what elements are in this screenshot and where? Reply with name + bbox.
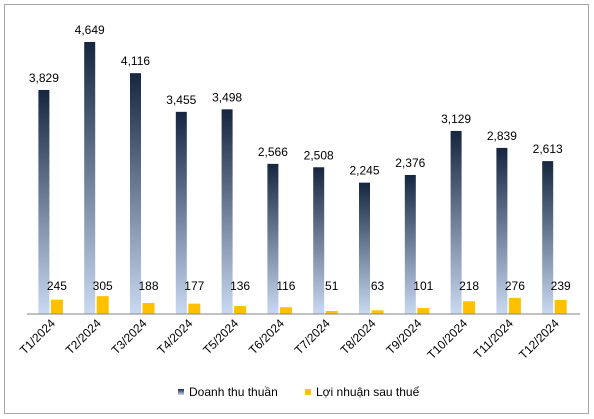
x-tick-label: T9/2024 xyxy=(383,316,424,357)
revenue-bar xyxy=(130,73,141,314)
revenue-data-label: 2,508 xyxy=(304,148,334,162)
profit-bar xyxy=(554,300,567,314)
legend: Doanh thu thuần Lợi nhuận sau thuế xyxy=(178,385,420,399)
profit-data-label: 239 xyxy=(551,279,571,293)
profit-bar xyxy=(142,303,155,314)
legend-label-profit: Lợi nhuận sau thuế xyxy=(316,385,420,399)
chart-frame xyxy=(4,4,589,414)
profit-data-label: 136 xyxy=(230,279,250,293)
x-tick-label: T5/2024 xyxy=(200,316,241,357)
profit-bar xyxy=(325,311,338,314)
x-tick-label: T8/2024 xyxy=(338,316,379,357)
bars-layer: 3,829 245 4,649 305 4,116 188 3,455 177 3,498 136… xyxy=(29,23,571,315)
x-tick-label: T10/2024 xyxy=(424,316,470,362)
x-tick-label: T1/2024 xyxy=(17,316,58,357)
x-tick-label: T4/2024 xyxy=(154,316,195,357)
revenue-data-label: 4,649 xyxy=(75,23,105,37)
profit-bar xyxy=(463,301,476,314)
legend-swatch-revenue xyxy=(178,389,184,395)
revenue-data-label: 2,566 xyxy=(258,145,288,159)
revenue-data-label: 2,613 xyxy=(533,142,563,156)
profit-data-label: 51 xyxy=(325,279,339,293)
profit-data-label: 276 xyxy=(505,279,525,293)
profit-bar xyxy=(50,299,63,314)
profit-bar xyxy=(96,296,109,314)
revenue-bar xyxy=(496,147,508,314)
revenue-bar xyxy=(359,182,370,314)
revenue-data-label: 3,129 xyxy=(441,112,471,126)
x-tick-label: T6/2024 xyxy=(246,316,287,357)
revenue-bar xyxy=(175,111,187,315)
profit-bar xyxy=(279,307,292,314)
profit-bar xyxy=(508,297,521,314)
revenue-bar xyxy=(313,167,325,314)
x-tick-label: T2/2024 xyxy=(63,316,104,357)
x-tick-label: T12/2024 xyxy=(516,316,562,362)
profit-bar xyxy=(371,310,384,314)
revenue-bar xyxy=(542,161,554,314)
profit-data-label: 245 xyxy=(47,279,67,293)
x-tick-label: T3/2024 xyxy=(109,316,150,357)
revenue-bar xyxy=(450,130,462,314)
revenue-bar xyxy=(267,163,279,314)
revenue-bar xyxy=(221,109,233,314)
legend-label-revenue: Doanh thu thuần xyxy=(189,385,278,399)
revenue-data-label: 3,498 xyxy=(212,90,242,104)
profit-data-label: 116 xyxy=(276,279,295,293)
revenue-bar xyxy=(38,89,50,314)
revenue-bar xyxy=(404,174,416,314)
revenue-bar xyxy=(84,41,96,315)
x-tick-label: T7/2024 xyxy=(292,316,333,357)
profit-data-label: 63 xyxy=(371,279,385,293)
revenue-data-label: 3,455 xyxy=(166,93,196,107)
profit-bar xyxy=(234,306,247,314)
revenue-data-label: 2,376 xyxy=(395,156,425,170)
revenue-data-label: 3,829 xyxy=(29,71,59,85)
profit-bar xyxy=(417,308,430,314)
profit-data-label: 101 xyxy=(413,279,433,293)
revenue-data-label: 2,245 xyxy=(349,164,379,178)
profit-data-label: 218 xyxy=(459,279,479,293)
legend-swatch-profit xyxy=(305,389,311,395)
x-tick-labels: T1/2024 T2/2024 T3/2024 T4/2024 T5/2024 T6/20… xyxy=(17,316,562,362)
profit-data-label: 177 xyxy=(184,279,204,293)
revenue-data-label: 4,116 xyxy=(121,54,150,68)
x-tick-label: T11/2024 xyxy=(471,316,516,361)
profit-data-label: 305 xyxy=(93,279,113,293)
revenue-data-label: 2,839 xyxy=(487,129,517,143)
profit-bar xyxy=(188,303,201,314)
profit-data-label: 188 xyxy=(138,279,158,293)
